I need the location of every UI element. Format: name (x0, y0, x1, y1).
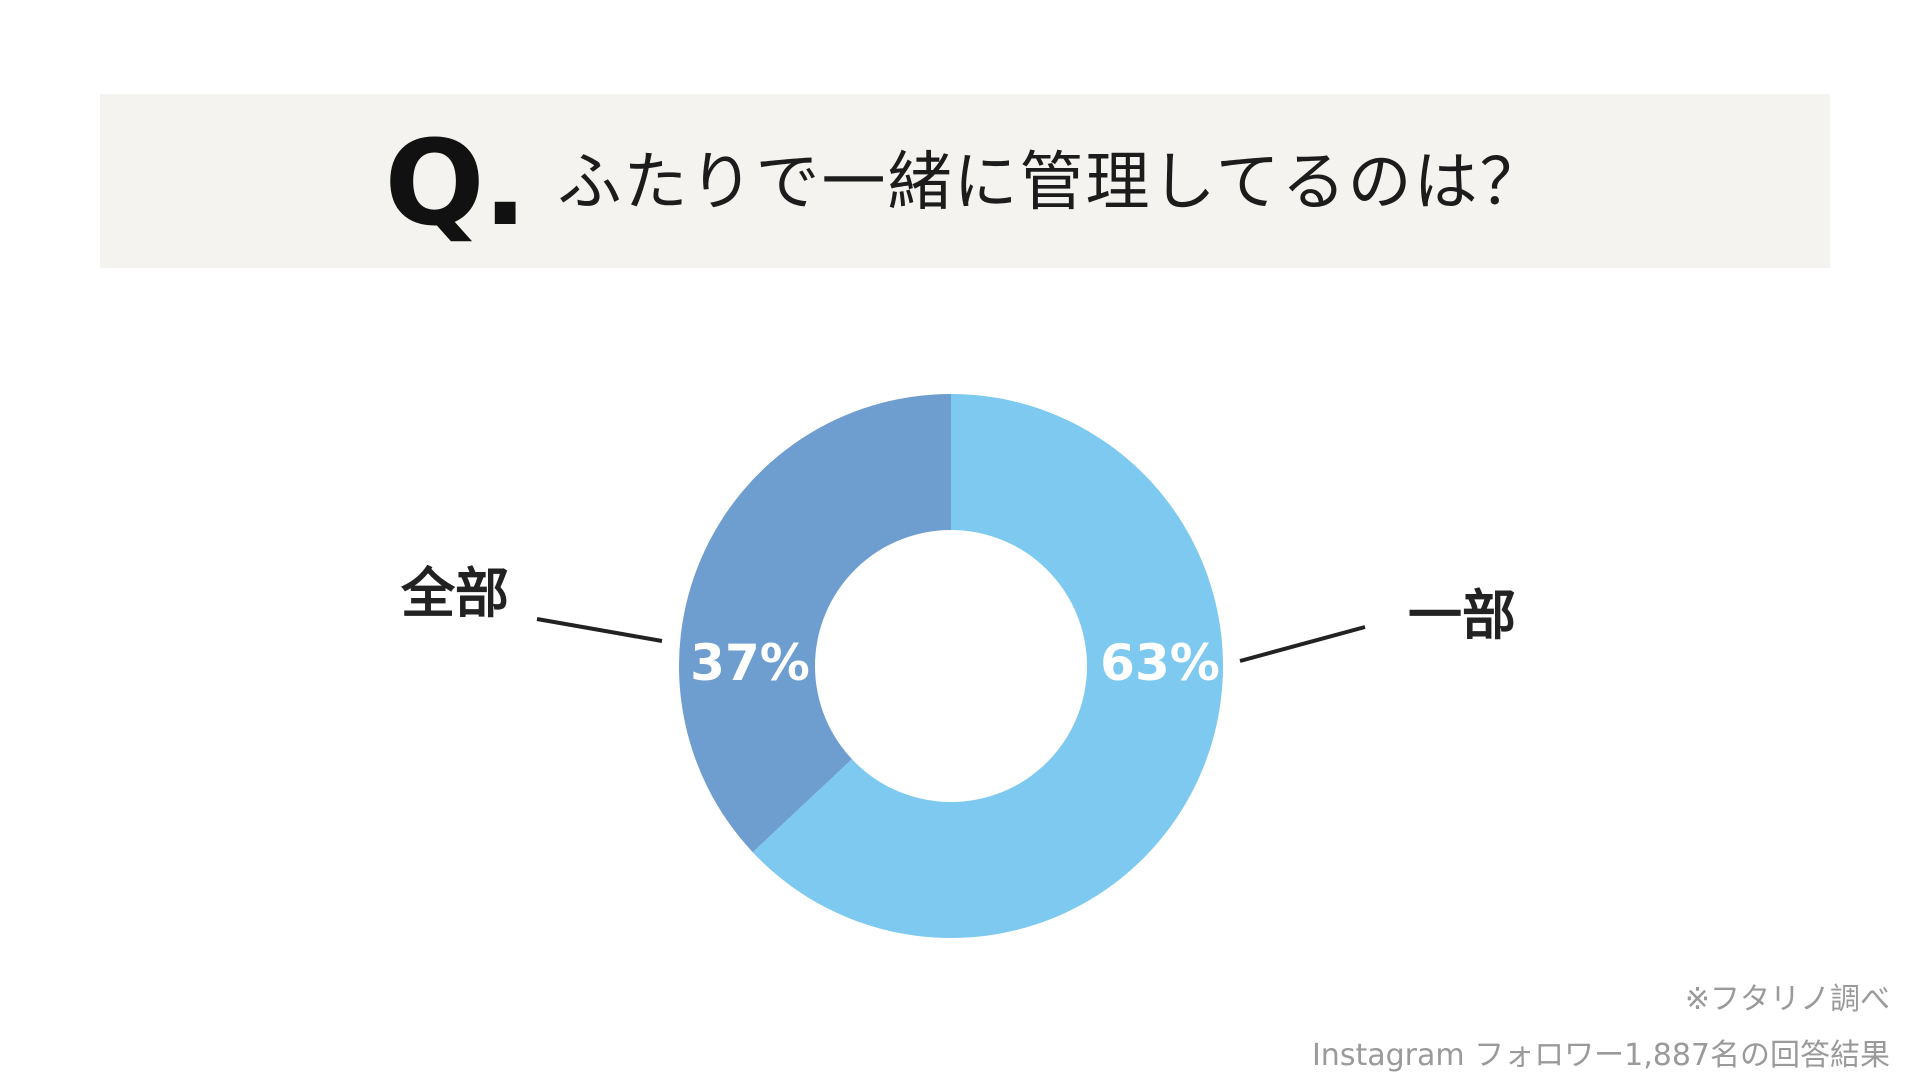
donut-hole (815, 530, 1087, 802)
q-dot: . (482, 114, 528, 252)
question-text: ふたりで一緒に管理してるのは？ (557, 146, 1546, 220)
slice-value-label-zenbu: 37% (690, 634, 810, 692)
question-header-inner: Q . ふたりで一緒に管理してるのは？ (384, 124, 1545, 242)
slice-category-label-ichibu: 一部 (1408, 584, 1516, 647)
source-note: ※フタリノ調べ (1684, 982, 1890, 1017)
question-header: Q . ふたりで一緒に管理してるのは？ (100, 94, 1830, 268)
q-mark: Q (384, 114, 484, 252)
leader-line-zenbu (536, 617, 663, 643)
leader-line-ichibu (1239, 625, 1366, 663)
sample-note: Instagram フォロワー1,887名の回答結果 (1311, 1038, 1890, 1073)
donut-slice-zenbu (678, 394, 951, 853)
slice-value-label-ichibu: 63% (1100, 634, 1220, 692)
slice-category-label-zenbu: 全部 (400, 562, 509, 625)
